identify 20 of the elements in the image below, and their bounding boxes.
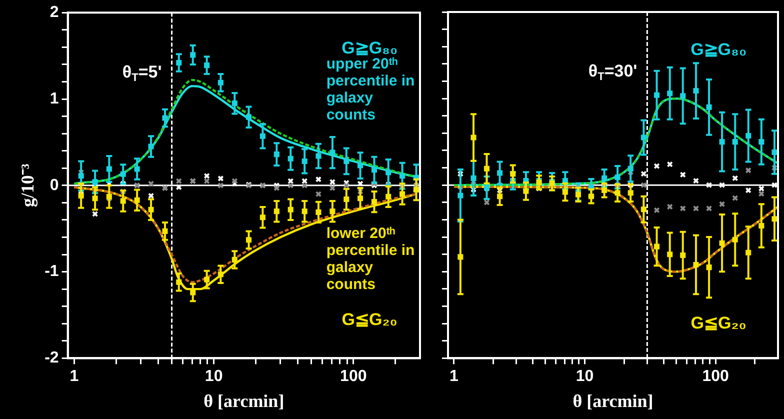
y-axis-title: g/10⁻³ [17,163,38,208]
annotation: upper 20ᵗʰ percentile in galaxy counts [326,56,415,124]
y-tick-label: 1 [50,90,59,108]
x-tick-label: 1 [70,368,79,386]
text: G≦G₂₀ [342,310,398,329]
y-tick-label: -2 [44,350,59,367]
x-tick-label: 100 [340,368,367,386]
series-label: G≧G₈₀ [690,40,747,59]
annotation: lower 20ᵗʰ percentile in galaxy counts [326,224,415,293]
x-tick-label: 10 [204,368,223,386]
text: G≧G₈₀ [342,38,398,58]
y-tick-label: -1 [44,263,59,280]
y-tick-label: 2 [50,4,59,22]
x-tick-label: 10 [576,368,594,386]
x-axis-title: θ [arcmin] [204,390,284,411]
text: G≦G₂₀ [690,313,746,332]
x-axis-title: θ [arcmin] [572,390,654,411]
x-tick-label: 100 [702,368,730,386]
y-tick-label: 0 [50,176,59,194]
x-tick-label: 1 [450,368,459,386]
